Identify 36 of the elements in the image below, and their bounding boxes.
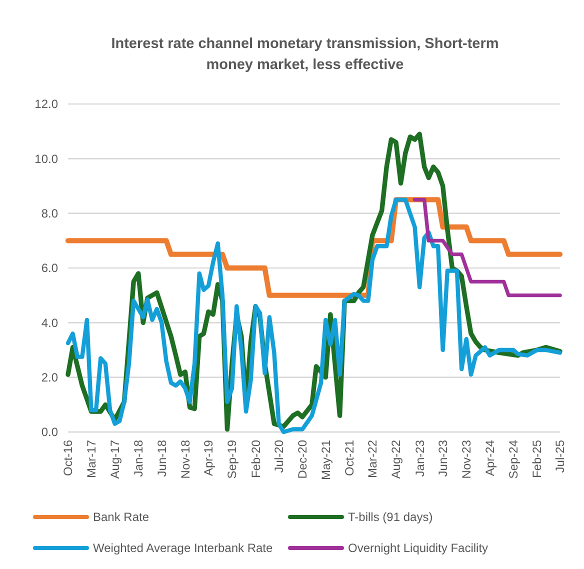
x-tick-label: Jan-18 [132, 440, 146, 477]
y-tick-label: 2.0 [41, 370, 58, 385]
x-tick-label: Sep-24 [506, 440, 521, 479]
x-tick-label: Nov-23 [460, 440, 474, 479]
x-tick-label: Oct-21 [342, 440, 356, 476]
x-tick-label: Jul-25 [553, 440, 568, 473]
x-tick-label: Jun-18 [154, 440, 169, 477]
y-tick-label: 10.0 [34, 152, 58, 166]
legend-label: Bank Rate [93, 510, 150, 524]
x-tick-label: Nov-18 [178, 440, 192, 479]
legend-label: Overnight Liquidity Facility [348, 541, 488, 556]
x-tick-label: Dec-20 [296, 440, 310, 479]
x-tick-label: Aug-17 [108, 440, 122, 479]
x-tick-label: Feb-25 [530, 440, 544, 478]
x-tick-label: Mar-17 [84, 440, 98, 478]
x-tick-label: Jun-23 [436, 440, 450, 477]
y-tick-label: 0.0 [41, 425, 58, 440]
x-tick-label: Feb-20 [248, 440, 263, 478]
line-series [66, 198, 562, 434]
legend-label: T-bills (91 days) [348, 510, 433, 524]
x-tick-label: May-21 [318, 440, 333, 480]
x-tick-label: Apr-19 [202, 440, 216, 476]
x-tick-label: Jan-23 [412, 440, 427, 477]
x-tick-label: Aug-22 [389, 440, 404, 479]
x-tick-label: Mar-22 [366, 440, 380, 478]
y-tick-label: 4.0 [41, 316, 58, 330]
y-tick-label: 6.0 [41, 261, 58, 276]
x-tick-label: Apr-24 [482, 440, 497, 476]
chart-title: Interest rate channel monetary transmission, Short-term money market, less effective [111, 36, 499, 73]
y-tick-label: 12.0 [34, 97, 58, 112]
x-tick-label: Oct-16 [61, 440, 76, 476]
legend-label: Weighted Average Interbank Rate [93, 541, 274, 556]
line-series [412, 198, 562, 298]
y-tick-label: 8.0 [41, 206, 58, 221]
x-tick-label: Sep-19 [225, 440, 240, 479]
x-tick-label: Jul-20 [272, 440, 286, 473]
